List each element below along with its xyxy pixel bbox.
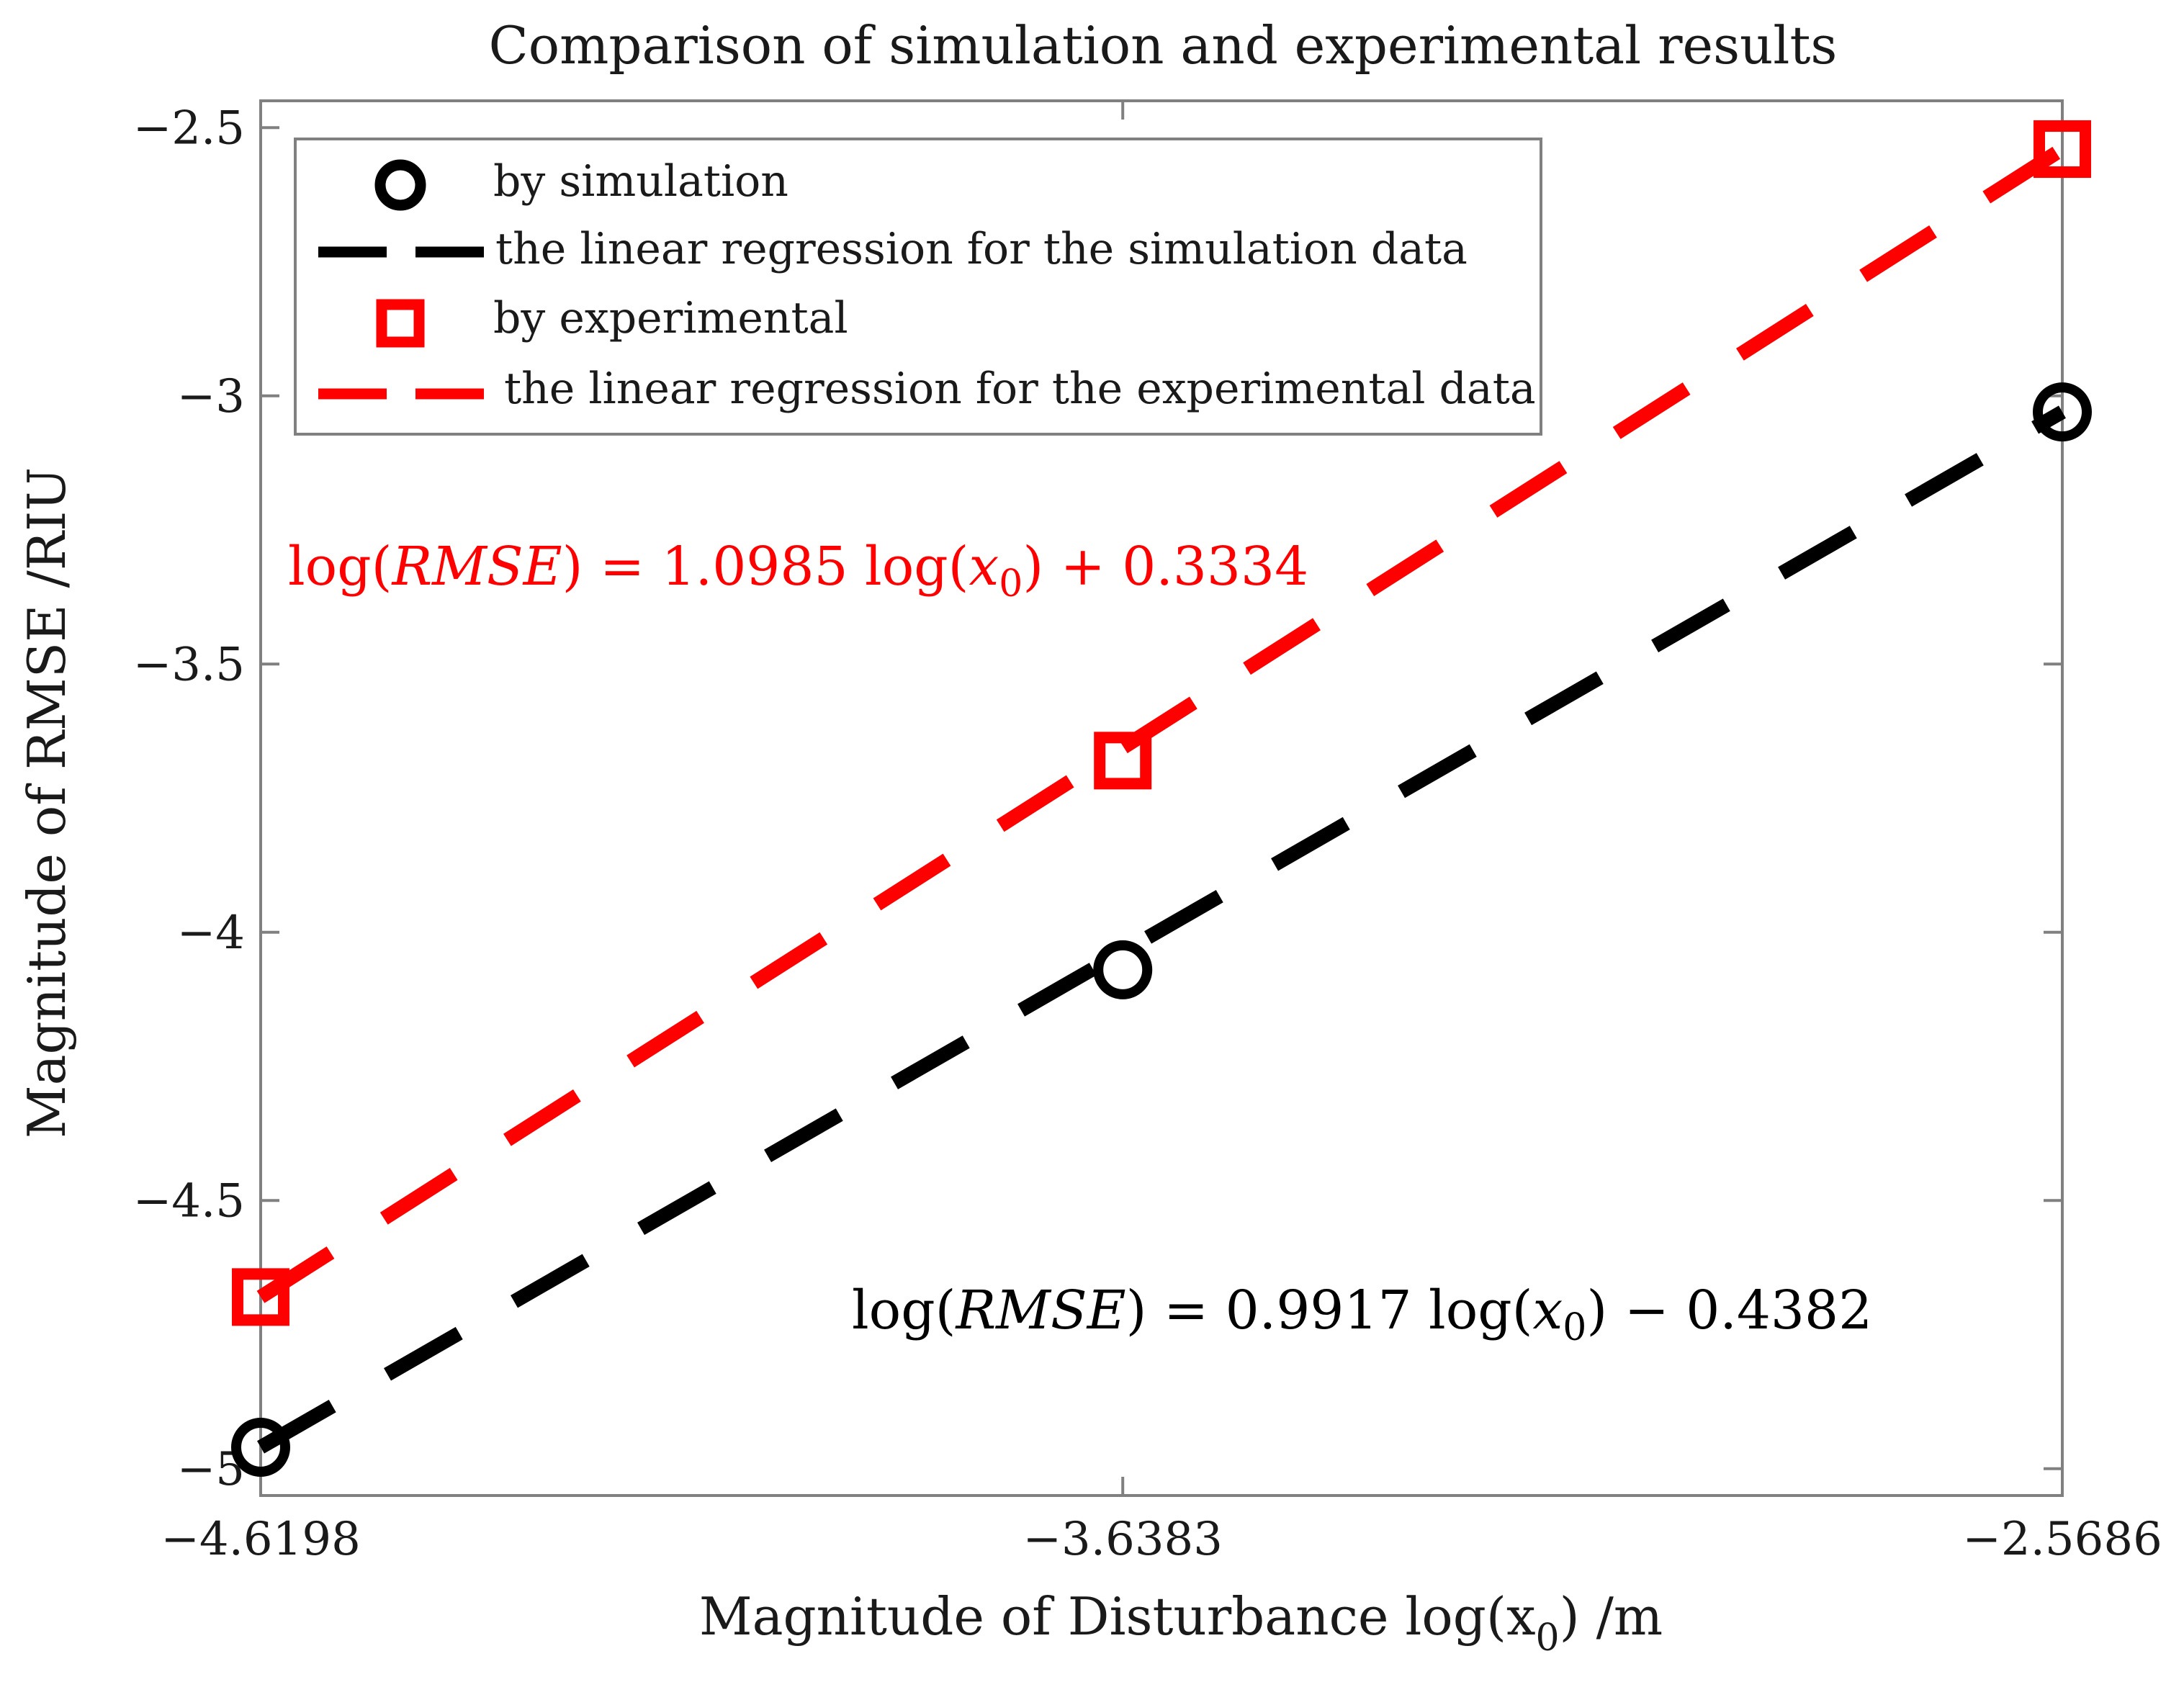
chart-title: Comparison of simulation and experimenta… xyxy=(489,15,1838,76)
x-axis-label-suffix: ) /m xyxy=(1560,1586,1663,1647)
y-tick-label: −4 xyxy=(177,907,245,960)
legend-label-experimental-regression: the linear regression for the experiment… xyxy=(504,364,1536,414)
regression-line xyxy=(257,405,2066,1454)
simulation-point xyxy=(231,1417,290,1477)
experimental-point xyxy=(2034,120,2091,179)
experimental-point xyxy=(232,1268,289,1326)
x-axis-label: Magnitude of Disturbance log(x0) /m xyxy=(699,1586,1663,1660)
x-axis-label-main: Magnitude of Disturbance log(x xyxy=(699,1586,1536,1647)
y-tick-label: −2.5 xyxy=(133,102,245,155)
simulation-point xyxy=(1093,940,1153,999)
legend-label-simulation: by simulation xyxy=(493,156,788,207)
legend-box xyxy=(294,138,1542,436)
x-axis-label-sub: 0 xyxy=(1536,1616,1560,1660)
regression-line xyxy=(256,143,2067,1303)
experimental-point xyxy=(1094,732,1152,790)
legend-label-simulation-regression: the linear regression for the simulation… xyxy=(495,224,1468,274)
y-tick-label: −3 xyxy=(177,370,245,423)
axes-frame xyxy=(259,99,2064,1497)
x-tick-label: −2.5686 xyxy=(1962,1513,2162,1566)
y-axis-label: Magnitude of RMSE /RIU xyxy=(17,467,77,1138)
legend: by simulation the linear regression for … xyxy=(294,138,1542,436)
legend-marker-simulation xyxy=(374,159,426,211)
legend-marker-experimental xyxy=(376,299,425,348)
x-tick-label: −4.6198 xyxy=(161,1513,361,1566)
series-layer xyxy=(231,120,2092,1477)
legend-label-experimental: by experimental xyxy=(493,293,848,343)
y-ticks: −5−4.5−4−3.5−3−2.5 xyxy=(133,102,2062,1496)
x-ticks: −4.6198 −3.6383 −2.5686 xyxy=(161,101,2162,1566)
equation-simulation: log(RMSE) = 0.9917 log(x0) − 0.4382 xyxy=(852,1280,1872,1349)
simulation-point xyxy=(2033,382,2092,442)
x-tick-label: −3.6383 xyxy=(1023,1513,1223,1566)
y-tick-label: −4.5 xyxy=(133,1174,245,1228)
y-tick-label: −3.5 xyxy=(133,638,245,691)
equation-experimental: log(RMSE) = 1.0985 log(x0) + 0.3334 xyxy=(288,536,1308,606)
